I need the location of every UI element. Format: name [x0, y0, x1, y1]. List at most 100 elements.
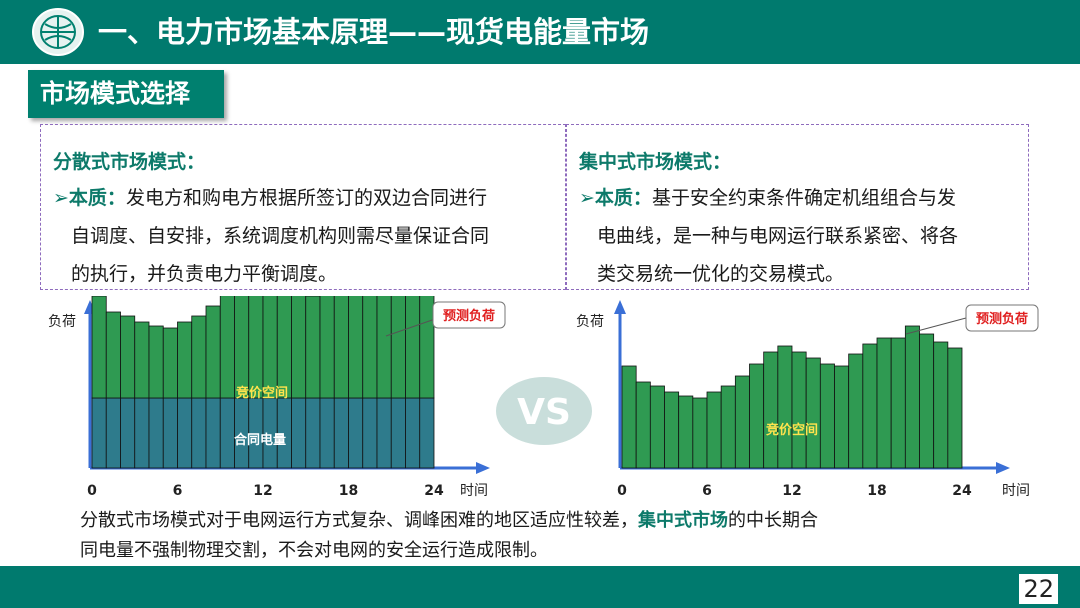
bar-bid-8 — [734, 375, 750, 469]
bar-bid-16 — [319, 296, 335, 399]
forecast-load-callout: 预测负荷 — [976, 311, 1028, 327]
bar-bid-17 — [333, 296, 349, 399]
x-tick-label: 18 — [339, 483, 358, 499]
header-bar: 一、电力市场基本原理——现货电能量市场 — [0, 0, 1080, 64]
bar-contract-9 — [219, 397, 235, 469]
bar-contract-21 — [390, 397, 406, 469]
decentralized-load-chart: 负荷 0 6 12 18 24 时间 竞价空间 合同电量 预测负荷 — [48, 296, 506, 499]
y-axis-label: 负荷 — [48, 314, 76, 330]
bar-contract-1 — [105, 397, 121, 469]
bar-bid-17 — [862, 343, 878, 469]
bar-bid-4 — [148, 325, 164, 399]
bar-bid-19 — [890, 337, 906, 469]
decentralized-market-card: 分散式市场模式： ➢本质：发电方和购电方根据所签订的双边合同进行 自调度、自安排… — [40, 124, 566, 290]
bar-bid-0 — [91, 296, 107, 399]
bar-bid-2 — [649, 385, 665, 469]
vs-text: VS — [517, 392, 571, 433]
bullet-arrow-icon: ➢ — [53, 187, 69, 209]
bar-bid-20 — [376, 296, 392, 399]
body-line: 基于安全约束条件确定机组组合与发 — [651, 187, 956, 209]
bar-bid-23 — [419, 296, 435, 399]
bar-bid-9 — [749, 363, 765, 469]
body-line: 自调度、自安排，系统调度机构则需尽量保证合同 — [71, 225, 490, 247]
bar-bid-3 — [134, 321, 150, 399]
bar-contract-8 — [205, 397, 221, 469]
x-tick-label: 12 — [253, 483, 272, 499]
bar-bid-8 — [205, 305, 221, 399]
card-body: ➢本质：基于安全约束条件确定机组组合与发 电曲线，是一种与电网运行联系紧密、将各… — [579, 179, 958, 293]
bar-contract-0 — [91, 397, 107, 469]
state-grid-logo-icon — [32, 8, 84, 56]
bar-contract-3 — [134, 397, 150, 469]
bar-bid-13 — [276, 296, 292, 399]
bar-contract-22 — [405, 397, 421, 469]
bar-bid-13 — [805, 357, 821, 469]
bar-bid-1 — [635, 381, 651, 469]
bar-contract-2 — [120, 397, 136, 469]
bar-contract-18 — [348, 397, 364, 469]
bar-bid-5 — [692, 397, 708, 469]
bar-bid-10 — [234, 296, 250, 399]
bar-bid-21 — [390, 296, 406, 399]
bar-contract-6 — [177, 397, 193, 469]
bar-bid-18 — [876, 337, 892, 469]
page-number: 22 — [1019, 574, 1058, 604]
page-title: 一、电力市场基本原理——现货电能量市场 — [98, 15, 650, 49]
bar-bid-7 — [191, 315, 207, 399]
conclusion-highlight: 集中式市场 — [638, 510, 728, 531]
x-tick-label: 6 — [173, 483, 183, 499]
bid-space-label: 竞价空间 — [236, 385, 288, 401]
bar-bid-11 — [777, 345, 793, 469]
bar-bid-16 — [848, 353, 864, 469]
forecast-load-callout: 预测负荷 — [443, 308, 495, 324]
conclusion-text: 分散式市场模式对于电网运行方式复杂、调峰困难的地区适应性较差，集中式市场的中长期… — [80, 506, 980, 566]
x-tick-label: 24 — [424, 483, 444, 499]
body-line: 发电方和购电方根据所签订的双边合同进行 — [125, 187, 487, 209]
section-tag: 市场模式选择 — [28, 70, 224, 118]
bar-bid-5 — [162, 327, 178, 399]
centralized-load-chart: 负荷 0 6 12 18 24 时间 竞价空间 预测负荷 — [576, 300, 1039, 499]
bar-bid-12 — [791, 351, 807, 469]
body-line: 类交易统一优化的交易模式。 — [597, 263, 845, 285]
x-tick-label: 24 — [952, 483, 972, 499]
bar-bid-15 — [305, 296, 321, 399]
bar-contract-14 — [291, 397, 307, 469]
bar-bid-22 — [405, 296, 421, 399]
x-tick-label: 0 — [87, 483, 97, 499]
vs-badge: VS — [496, 377, 592, 445]
bar-contract-17 — [333, 397, 349, 469]
bar-bid-20 — [904, 325, 920, 469]
bar-bid-4 — [678, 395, 694, 469]
bar-contract-5 — [162, 397, 178, 469]
centralized-market-card: 集中式市场模式： ➢本质：基于安全约束条件确定机组组合与发 电曲线，是一种与电网… — [566, 124, 1029, 290]
x-tick-label: 12 — [782, 483, 801, 499]
card-title: 集中式市场模式： — [579, 151, 732, 173]
bar-contract-15 — [305, 397, 321, 469]
bar-bid-14 — [291, 296, 307, 399]
y-axis-label: 负荷 — [576, 314, 604, 330]
bar-contract-4 — [148, 397, 164, 469]
bar-contract-23 — [419, 397, 435, 469]
bar-bid-0 — [621, 365, 637, 469]
x-axis-label: 时间 — [1002, 483, 1030, 499]
bar-bid-19 — [362, 296, 378, 399]
bar-bid-10 — [763, 351, 779, 469]
bar-bid-15 — [834, 365, 850, 469]
x-tick-label: 0 — [617, 483, 627, 499]
bar-bid-12 — [262, 296, 278, 399]
card-body: ➢本质：发电方和购电方根据所签订的双边合同进行 自调度、自安排，系统调度机构则需… — [53, 179, 489, 293]
bullet-arrow-icon: ➢ — [579, 187, 595, 209]
bullet-keyword: 本质： — [68, 187, 126, 209]
bar-contract-16 — [319, 397, 335, 469]
body-line: 电曲线，是一种与电网运行联系紧密、将各 — [597, 225, 959, 247]
bullet-keyword: 本质： — [594, 187, 652, 209]
bar-bid-6 — [706, 391, 722, 469]
bar-bid-2 — [120, 315, 136, 399]
bar-bid-3 — [664, 391, 680, 469]
bar-contract-20 — [376, 397, 392, 469]
bar-contract-19 — [362, 397, 378, 469]
bar-bid-23 — [947, 347, 963, 469]
conclusion-part: 分散式市场模式对于电网运行方式复杂、调峰困难的地区适应性较差， — [80, 510, 638, 531]
x-axis-label: 时间 — [460, 483, 488, 499]
bar-bid-11 — [248, 296, 264, 399]
